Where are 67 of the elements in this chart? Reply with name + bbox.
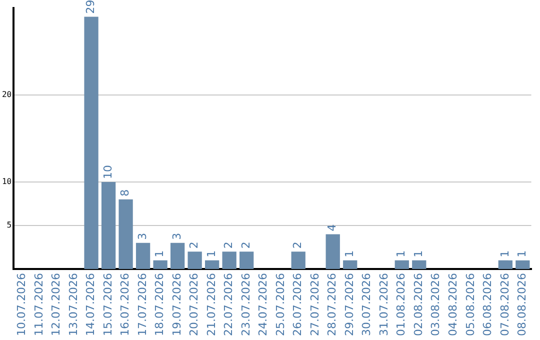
bar	[153, 260, 168, 270]
data-label: 8	[118, 189, 132, 196]
x-tick-label: 26.07.2026	[291, 273, 304, 336]
x-tick-label: 25.07.2026	[274, 273, 287, 336]
y-tick-label: 20	[2, 90, 12, 100]
data-label: 1	[394, 250, 408, 258]
x-tick-label: 15.07.2026	[101, 273, 114, 336]
x-tick-label: 04.08.2026	[446, 273, 460, 336]
data-label: 1	[498, 250, 512, 258]
data-label: 29	[84, 0, 98, 14]
data-label: 1	[342, 250, 356, 258]
x-tick-label: 23.07.2026	[239, 273, 252, 336]
x-tick-label: 31.07.2026	[377, 273, 390, 336]
x-tick-label: 07.08.2026	[498, 273, 512, 336]
bar	[498, 260, 512, 270]
bar	[101, 182, 116, 270]
data-label: 3	[170, 232, 184, 240]
data-label: 10	[101, 165, 114, 180]
x-tick-label: 14.07.2026	[84, 273, 98, 336]
x-tick-label: 03.08.2026	[429, 273, 442, 336]
bar	[343, 260, 358, 270]
x-tick-label: 05.08.2026	[464, 273, 477, 336]
x-tick-label: 19.07.2026	[170, 273, 184, 336]
bar	[84, 16, 98, 270]
x-tick-label: 30.07.2026	[360, 273, 374, 336]
x-tick-label: 16.07.2026	[118, 273, 132, 336]
data-label: 1	[204, 250, 218, 258]
x-tick-label: 11.07.2026	[32, 273, 46, 336]
data-label: 2	[188, 242, 201, 249]
x-tick-label: 20.07.2026	[188, 273, 201, 336]
bar	[412, 260, 426, 270]
bar	[188, 252, 202, 270]
bar	[516, 260, 530, 270]
bar	[326, 234, 340, 270]
bar	[291, 252, 306, 270]
x-tick-label: 12.07.2026	[50, 273, 63, 336]
data-label: 3	[136, 232, 149, 240]
x-tick-label: 02.08.2026	[412, 273, 425, 336]
x-tick-label: 06.08.2026	[481, 273, 494, 336]
x-tick-label: 17.07.2026	[136, 273, 149, 336]
data-label: 2	[222, 242, 236, 249]
x-tick-label: 24.07.2026	[256, 273, 270, 336]
y-tick-label: 5	[6, 220, 12, 230]
x-tick-label: 29.07.2026	[342, 273, 356, 336]
x-tick-label: 13.07.2026	[66, 273, 80, 336]
x-tick-label: 22.07.2026	[222, 273, 236, 336]
data-label: 4	[326, 224, 339, 232]
x-tick-label: 10.07.2026	[15, 273, 28, 336]
data-label: 2	[239, 242, 252, 249]
y-tick-label: 10	[2, 177, 12, 186]
bar	[394, 260, 409, 270]
bar	[118, 199, 133, 270]
bar	[170, 242, 185, 270]
x-tick-label: 18.07.2026	[153, 273, 166, 336]
x-tick-label: 01.08.2026	[394, 273, 408, 336]
bar	[222, 252, 236, 270]
data-label: 2	[291, 242, 304, 249]
bar	[240, 252, 254, 270]
x-tick-label: 08.08.2026	[516, 273, 529, 336]
bar	[204, 260, 220, 270]
data-label: 1	[153, 250, 166, 258]
x-tick-label: 27.07.2026	[308, 273, 322, 336]
data-label: 1	[516, 250, 529, 258]
x-tick-label: 21.07.2026	[204, 273, 218, 336]
bar	[136, 242, 150, 270]
x-tick-label: 28.07.2026	[326, 273, 339, 336]
data-label: 1	[412, 250, 425, 258]
